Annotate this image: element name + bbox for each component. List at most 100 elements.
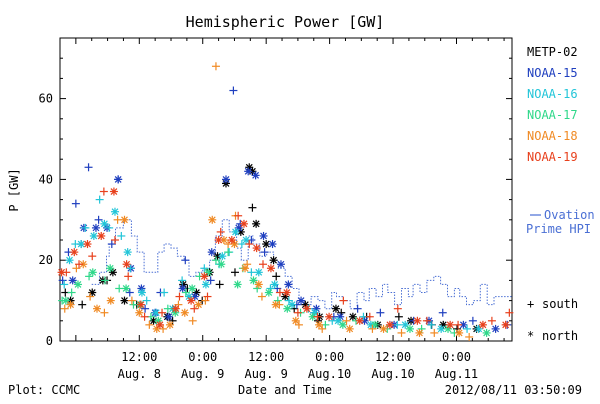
north-point-marker: [239, 219, 248, 228]
star-stroke-d2: [244, 167, 252, 175]
south-point-marker: [125, 288, 134, 297]
star-stroke-d2: [267, 264, 275, 272]
north-point-marker: [120, 296, 129, 305]
star-stroke-d2: [309, 313, 317, 321]
star-stroke-d2: [232, 228, 239, 236]
star-stroke-d2: [292, 317, 300, 325]
north-point-marker: [437, 324, 446, 333]
south-point-marker: [353, 304, 362, 313]
ovation-hpi-line: [91, 219, 512, 310]
north-point-marker: [241, 264, 250, 273]
south-point-marker: [142, 296, 151, 305]
south-point-marker: [200, 264, 209, 273]
north-point-marker: [214, 236, 223, 244]
star-stroke-d2: [121, 216, 128, 224]
star-stroke-d2: [271, 281, 279, 288]
north-point-marker: [190, 292, 199, 301]
marker-legend-symbol-north: *: [527, 329, 534, 343]
south-point-marker: [273, 284, 282, 293]
south-point-marker: [78, 300, 87, 309]
north-point-marker: [217, 260, 226, 269]
north-point-marker: [478, 320, 487, 329]
north-point-marker: [137, 288, 146, 297]
star-stroke-d2: [208, 248, 216, 256]
star-stroke-d2: [242, 236, 250, 244]
north-point-marker: [57, 268, 66, 277]
south-point-marker: [438, 308, 447, 317]
star-stroke-d2: [179, 285, 187, 292]
north-point-marker: [165, 320, 174, 329]
south-point-marker: [113, 215, 122, 224]
north-point-marker: [325, 312, 334, 321]
marker-legend-symbol-south: +: [527, 297, 534, 311]
south-point-marker: [60, 280, 69, 289]
star-stroke-d2: [253, 244, 261, 252]
star-stroke-d2: [446, 321, 454, 329]
north-point-marker: [270, 280, 279, 289]
star-stroke-d2: [252, 220, 260, 228]
south-point-marker: [211, 256, 220, 265]
star-stroke-d2: [250, 276, 257, 284]
south-point-marker: [140, 312, 149, 321]
marker-legend: + south * north: [527, 297, 578, 343]
north-point-marker: [264, 288, 273, 297]
north-point-marker: [136, 300, 145, 309]
north-point-marker: [178, 284, 187, 293]
star-stroke-d2: [241, 264, 249, 272]
north-point-marker: [331, 304, 340, 313]
marker-legend-label-south: south: [542, 297, 578, 311]
south-point-marker: [115, 284, 124, 293]
star-stroke-d2: [97, 232, 105, 240]
south-point-marker: [365, 312, 374, 321]
south-point-marker: [145, 320, 154, 329]
north-point-marker: [254, 268, 263, 277]
star-stroke-d2: [325, 313, 333, 321]
star-stroke-d2: [70, 248, 78, 256]
north-point-marker: [89, 231, 98, 240]
south-point-marker: [181, 288, 190, 297]
north-point-marker: [371, 320, 380, 329]
south-point-marker: [397, 328, 406, 337]
south-point-marker: [376, 308, 385, 317]
y-axis-label: P [GW]: [7, 168, 21, 211]
south-point-marker: [215, 280, 224, 289]
series-noaa-19: [57, 187, 514, 329]
south-point-marker: [463, 324, 472, 333]
y-tick-label: 60: [39, 92, 53, 106]
south-point-marker: [229, 86, 238, 95]
south-point-marker: [107, 240, 116, 249]
north-point-marker: [231, 227, 240, 236]
south-point-marker: [394, 312, 403, 321]
star-stroke-d2: [67, 301, 74, 309]
star-stroke-d2: [277, 260, 285, 268]
south-point-marker: [203, 292, 212, 301]
legend: METP-02 NOAA-15 NOAA-16 NOAA-17 NOAA-18 NOAA-…: [527, 45, 578, 164]
south-point-marker: [230, 268, 239, 277]
south-point-marker: [105, 223, 114, 232]
star-stroke-d2: [297, 297, 305, 305]
star-stroke-d2: [124, 248, 132, 256]
north-point-marker: [97, 231, 106, 240]
star-stroke-d2: [237, 228, 245, 236]
star-stroke-d2: [255, 268, 263, 276]
north-point-marker: [100, 219, 109, 228]
south-point-marker: [127, 296, 136, 305]
star-stroke-d2: [92, 224, 100, 232]
south-point-marker: [100, 308, 109, 317]
ovation-line-layer: [91, 219, 512, 310]
north-point-marker: [268, 240, 277, 249]
star-stroke-d2: [262, 240, 270, 248]
star-stroke-d2: [66, 256, 73, 264]
north-point-marker: [269, 256, 278, 265]
star-stroke-d2: [172, 305, 180, 313]
star-stroke-d2: [459, 321, 467, 329]
north-point-marker: [221, 175, 230, 184]
north-point-marker: [120, 215, 129, 224]
south-point-marker: [294, 320, 303, 329]
north-point-marker: [379, 324, 388, 333]
star-stroke-d2: [74, 281, 82, 288]
chart-title: Hemispheric Power [GW]: [186, 13, 385, 31]
star-stroke-d2: [106, 264, 114, 272]
south-point-marker: [88, 252, 97, 261]
star-stroke-d2: [252, 171, 260, 179]
